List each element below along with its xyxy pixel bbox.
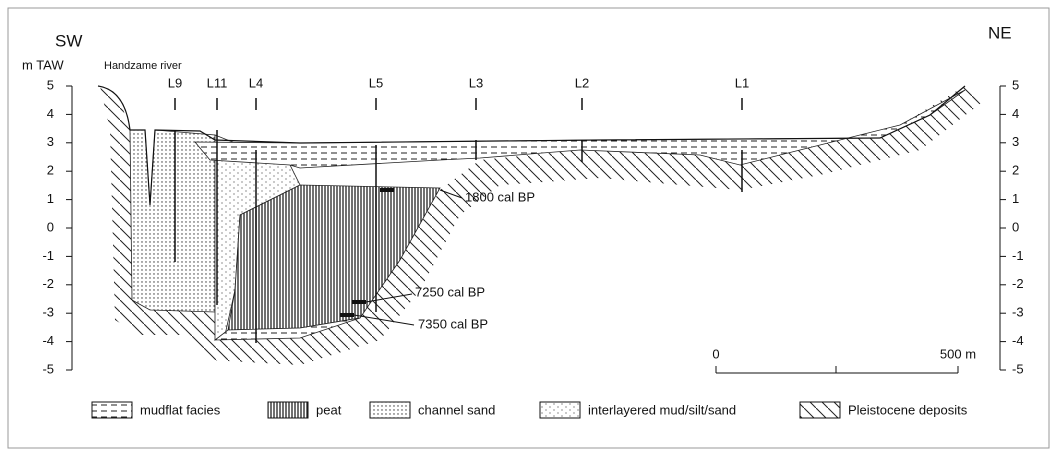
date-leader — [353, 314, 415, 326]
scale-end: 500 m — [940, 346, 976, 361]
borehole-label: L2 — [575, 75, 589, 90]
date-label: 7350 cal BP — [418, 316, 488, 331]
borehole-label: L3 — [469, 75, 483, 90]
y-tick-label: 3 — [1012, 134, 1019, 149]
sw-label: SW — [55, 31, 82, 50]
frame — [7, 7, 1050, 449]
borehole-label: L5 — [369, 75, 383, 90]
legend-swatch — [369, 401, 411, 419]
legend-swatch — [91, 401, 133, 419]
date-label: 1800 cal BP — [465, 189, 535, 204]
y-tick-label: 1 — [1012, 191, 1019, 206]
y-tick-label: 1 — [47, 191, 54, 206]
legend-label: interlayered mud/silt/sand — [588, 402, 736, 417]
ne-label: NE — [988, 23, 1012, 42]
legend-label: mudflat facies — [140, 402, 221, 417]
y-tick-label: 0 — [47, 219, 54, 234]
legend-swatch — [799, 401, 841, 419]
date-leader — [439, 189, 463, 199]
date-marker — [340, 313, 354, 317]
legend-label: Pleistocene deposits — [848, 402, 968, 417]
legend-swatch — [539, 401, 581, 419]
legend-label: channel sand — [418, 402, 495, 417]
date-leader — [365, 293, 413, 303]
borehole-label: L11 — [207, 75, 228, 90]
date-label: 7250 cal BP — [415, 284, 485, 299]
y-tick-label: -2 — [42, 276, 54, 291]
y-tick-label: -3 — [42, 305, 54, 320]
date-marker — [380, 188, 394, 192]
legend-swatch — [267, 401, 309, 419]
borehole-label: L1 — [735, 75, 749, 90]
y-tick-label: -1 — [1012, 248, 1024, 263]
borehole-label: L9 — [168, 75, 182, 90]
mudflat-lower — [213, 317, 361, 341]
axis-unit: m TAW — [22, 57, 64, 72]
y-tick-label: -4 — [1012, 333, 1024, 348]
y-tick-label: 2 — [1012, 163, 1019, 178]
y-tick-label: -2 — [1012, 276, 1024, 291]
y-tick-label: -4 — [42, 333, 54, 348]
y-tick-label: 0 — [1012, 219, 1019, 234]
y-tick-label: 5 — [1012, 77, 1019, 92]
y-tick-label: 2 — [47, 163, 54, 178]
y-tick-label: -3 — [1012, 305, 1024, 320]
channel-sand — [129, 129, 216, 313]
y-tick-label: 4 — [47, 106, 54, 121]
legend: mudflat facies peat channel sand interlayer… — [91, 401, 968, 419]
y-tick-label: 4 — [1012, 106, 1019, 121]
borehole-label: L4 — [249, 75, 263, 90]
y-tick-label: 5 — [47, 77, 54, 92]
y-tick-label: -5 — [1012, 361, 1024, 376]
y-tick-label: 3 — [47, 134, 54, 149]
river-label: Handzame river — [104, 60, 182, 72]
legend-label: peat — [316, 402, 342, 417]
ground-surface — [97, 85, 966, 206]
y-tick-label: -1 — [42, 248, 54, 263]
scale-start: 0 — [712, 346, 719, 361]
date-marker — [352, 300, 366, 304]
y-tick-label: -5 — [42, 361, 54, 376]
